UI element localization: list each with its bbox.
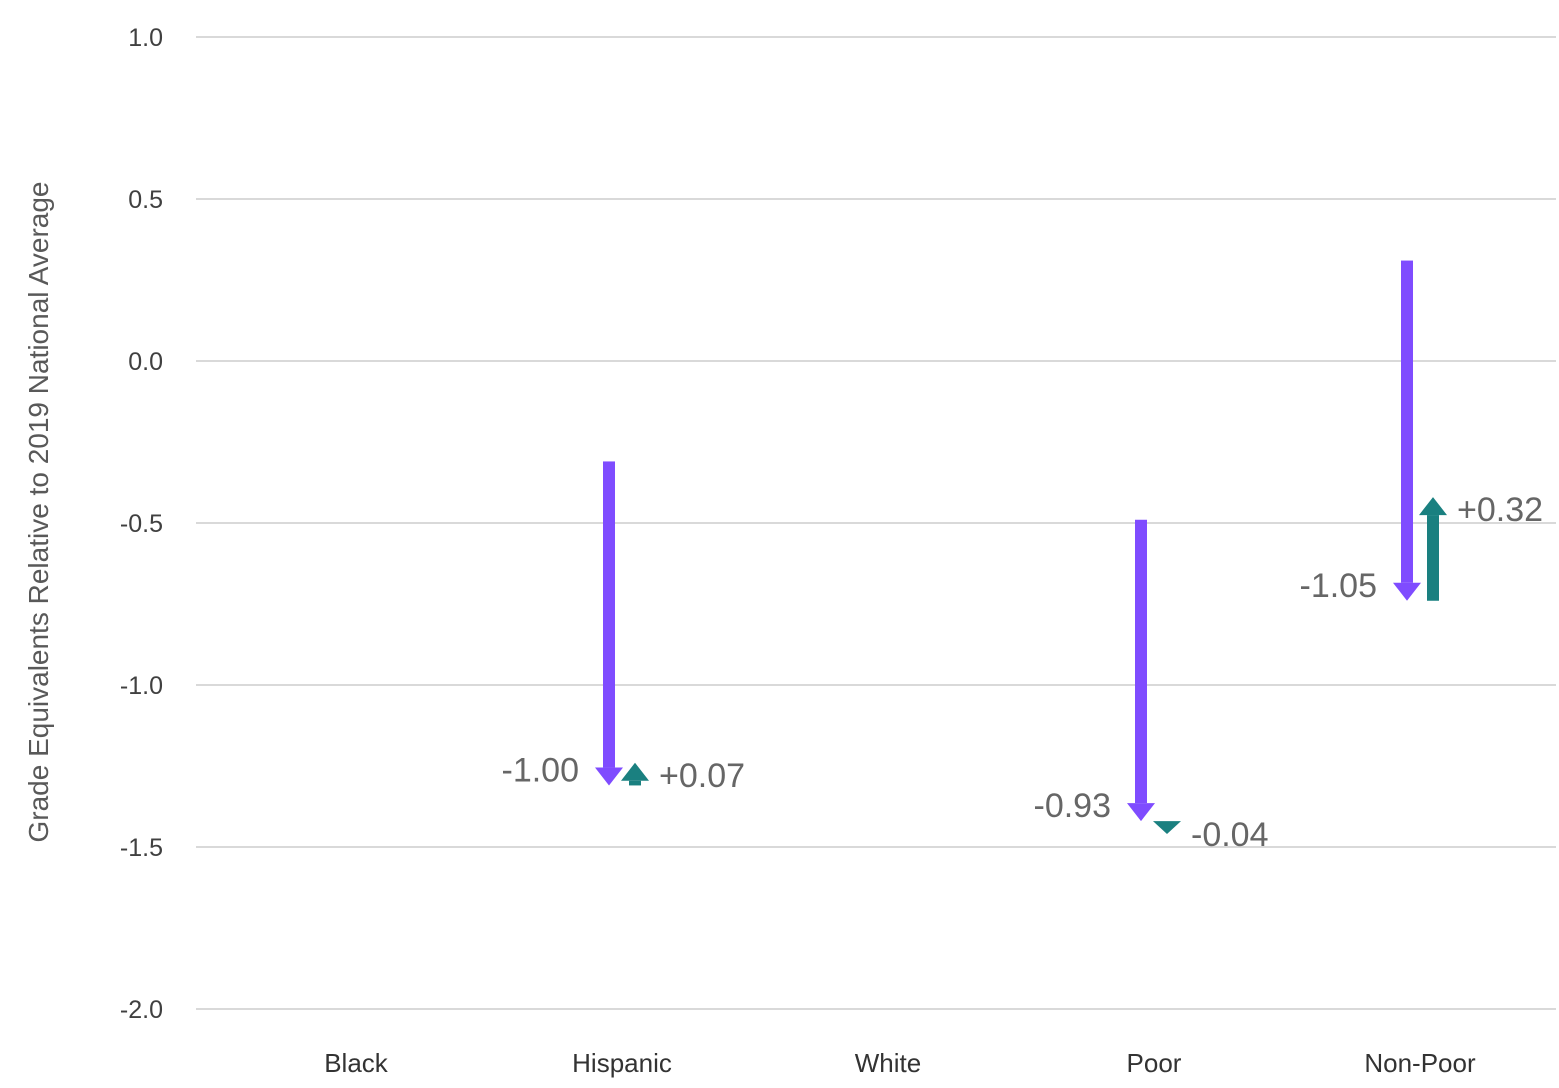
arrow-head bbox=[1153, 821, 1181, 835]
arrow-head bbox=[595, 767, 623, 786]
arrow-head bbox=[1127, 803, 1155, 822]
arrow-head bbox=[1393, 582, 1421, 601]
arrow-shaft bbox=[1427, 515, 1439, 601]
x-axis-categories: Black Hispanic White Poor Non-Poor bbox=[324, 1048, 1476, 1078]
data-label: -1.00 bbox=[502, 751, 580, 789]
gridlines bbox=[196, 36, 1556, 1010]
arrow-head bbox=[1419, 497, 1447, 516]
y-axis-title: Grade Equivalents Relative to 2019 Natio… bbox=[23, 181, 54, 842]
x-category-label: Hispanic bbox=[572, 1048, 672, 1078]
arrow-head bbox=[621, 762, 649, 781]
data-label: +0.07 bbox=[659, 757, 745, 795]
data-label: -0.04 bbox=[1191, 816, 1269, 854]
data-label: -1.05 bbox=[1300, 567, 1378, 605]
y-tick-label: 1.0 bbox=[128, 24, 163, 52]
y-axis-ticks: 1.0 0.5 0.0 -0.5 -1.0 -1.5 -2.0 bbox=[120, 24, 163, 1024]
arrow-shaft bbox=[629, 780, 641, 786]
x-category-label: Black bbox=[324, 1048, 389, 1078]
y-tick-label: -2.0 bbox=[120, 996, 163, 1024]
y-tick-label: 0.0 bbox=[128, 348, 163, 376]
arrow-shaft bbox=[1401, 260, 1413, 583]
y-tick-label: 0.5 bbox=[128, 186, 163, 214]
data-label: +0.32 bbox=[1457, 491, 1543, 529]
data-labels: -1.00 -0.93 -1.05 +0.07 -0.04 +0.32 bbox=[502, 491, 1544, 854]
x-category-label: Non-Poor bbox=[1364, 1048, 1476, 1078]
y-tick-label: -1.0 bbox=[120, 672, 163, 700]
x-category-label: Poor bbox=[1127, 1048, 1182, 1078]
y-tick-label: -0.5 bbox=[120, 510, 163, 538]
arrow-shaft bbox=[603, 461, 615, 768]
arrow-shaft bbox=[1135, 519, 1147, 804]
arrow-marks bbox=[595, 260, 1447, 835]
data-label: -0.93 bbox=[1034, 787, 1112, 825]
y-tick-label: -1.5 bbox=[120, 834, 163, 862]
x-category-label: White bbox=[855, 1048, 921, 1078]
